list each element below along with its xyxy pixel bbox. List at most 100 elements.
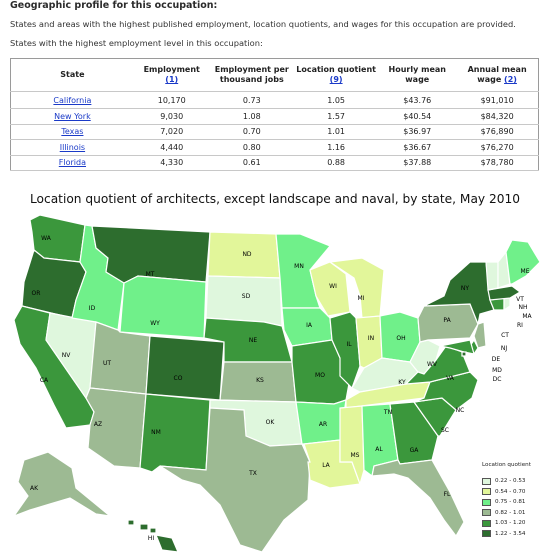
legend-swatch (482, 477, 491, 485)
legend-item: 0.22 - 0.53 (482, 476, 548, 487)
legend-item: 0.75 - 0.81 (482, 497, 548, 508)
label-ak: AK (30, 485, 39, 492)
label-mn: MN (294, 263, 304, 270)
label-mo: MO (315, 372, 325, 379)
label-al: AL (375, 446, 383, 453)
footnote-link-lq[interactable]: (9) (329, 75, 343, 84)
state-hi-islet-3[interactable] (149, 527, 157, 534)
legend-swatch (482, 530, 491, 538)
label-oh: OH (396, 335, 405, 342)
state-az[interactable] (85, 387, 147, 469)
footnote-link-annual[interactable]: (2) (504, 75, 517, 84)
cell-per-thousand: 0.80 (209, 139, 294, 156)
legend-label: 1.22 - 3.54 (495, 530, 526, 537)
label-nv: NV (62, 352, 71, 359)
label-ut: UT (103, 360, 111, 367)
table-row: California 10,170 0.73 1.05 $43.76 $91,0… (10, 91, 539, 109)
label-md: MD (492, 367, 502, 374)
state-dc[interactable] (461, 351, 467, 357)
table-header-row: State Employment (1) Employment per thou… (10, 58, 539, 92)
cell-hourly: $40.54 (378, 108, 457, 125)
label-il: IL (346, 341, 352, 348)
col-header-employment: Employment (1) (133, 58, 210, 92)
footnote-link-employment[interactable]: (1) (165, 75, 179, 84)
label-nd: ND (242, 251, 251, 258)
state-hi-islet-2[interactable] (139, 523, 149, 531)
label-tx: TX (248, 470, 257, 477)
state-labels: WA OR CA NV ID MT WY UT AZ CO NM ND SD N… (30, 235, 533, 542)
top-states-table: State Employment (1) Employment per thou… (10, 58, 539, 171)
cell-annual: $76,890 (456, 124, 539, 140)
legend-swatch (482, 488, 491, 496)
intro-subtext: States with the highest employment level… (10, 38, 263, 48)
col-header-lq-label: Location quotient (296, 65, 376, 74)
label-ok: OK (266, 419, 276, 426)
cell-annual: $78,780 (456, 155, 539, 171)
label-vt: VT (516, 296, 524, 303)
cell-employment: 4,440 (133, 139, 210, 156)
section-heading: Geographic profile for this occupation: (10, 0, 218, 11)
us-choropleth-map: WA OR CA NV ID MT WY UT AZ CO NM ND SD N… (12, 214, 541, 553)
state-ma[interactable] (487, 285, 522, 301)
label-va: VA (446, 375, 455, 382)
cell-state: California (10, 91, 134, 109)
legend-label: 0.54 - 0.70 (495, 488, 526, 495)
state-link[interactable]: Texas (61, 127, 84, 137)
col-header-lq: Location quotient (9) (293, 58, 379, 92)
state-co[interactable] (145, 335, 225, 401)
state-ak[interactable] (12, 451, 113, 518)
cell-lq: 1.16 (293, 139, 379, 156)
state-me[interactable] (505, 239, 541, 285)
label-nj: NJ (501, 345, 507, 352)
legend-label: 0.82 - 1.01 (495, 509, 526, 516)
cell-lq: 1.01 (293, 124, 379, 140)
state-md[interactable] (439, 339, 475, 355)
legend-swatch (482, 498, 491, 506)
state-tx[interactable] (159, 407, 311, 553)
table-row: Florida 4,330 0.61 0.88 $37.88 $78,780 (10, 155, 539, 171)
col-header-annual: Annual mean wage (2) (456, 58, 539, 92)
label-or: OR (32, 290, 41, 297)
state-link[interactable]: Florida (58, 158, 86, 168)
legend-item: 0.54 - 0.70 (482, 487, 548, 498)
label-wa: WA (41, 235, 52, 242)
cell-hourly: $37.88 (378, 155, 457, 171)
table-row: Illinois 4,440 0.80 1.16 $36.67 $76,270 (10, 139, 539, 156)
state-shapes (12, 214, 541, 553)
cell-employment: 4,330 (133, 155, 210, 171)
col-header-per-thousand: Employment per thousand jobs (209, 58, 294, 92)
state-wy[interactable] (119, 275, 207, 339)
state-vt[interactable] (485, 261, 499, 291)
state-link[interactable]: New York (54, 111, 91, 121)
cell-lq: 1.05 (293, 91, 379, 109)
state-ri[interactable] (503, 297, 511, 312)
cell-annual: $91,010 (456, 91, 539, 109)
state-nj[interactable] (473, 321, 487, 349)
legend-label: 0.22 - 0.53 (495, 478, 526, 485)
label-de: DE (492, 356, 501, 363)
label-ms: MS (351, 452, 360, 459)
label-ca: CA (40, 377, 49, 384)
label-ny: NY (461, 285, 469, 292)
state-link[interactable]: Illinois (59, 142, 86, 152)
col-header-annual-label: Annual mean wage (467, 65, 527, 84)
label-ky: KY (398, 379, 406, 386)
label-id: ID (89, 305, 96, 312)
map-legend: Location quotient 0.22 - 0.53 0.54 - 0.7… (482, 462, 548, 539)
cell-state: Illinois (10, 139, 134, 156)
label-co: CO (174, 375, 183, 382)
label-wv: WV (427, 361, 438, 368)
state-hi[interactable] (155, 534, 179, 553)
cell-state: Florida (10, 155, 134, 171)
legend-item: 1.03 - 1.20 (482, 518, 548, 529)
label-nc: NC (456, 407, 465, 414)
cell-per-thousand: 0.70 (209, 124, 294, 140)
legend-title: Location quotient (482, 462, 531, 468)
state-link[interactable]: California (53, 95, 92, 105)
label-tn: TN (383, 409, 392, 416)
state-fl[interactable] (371, 459, 465, 538)
label-ga: GA (410, 447, 420, 454)
label-ma: MA (522, 313, 532, 320)
label-dc: DC (493, 376, 502, 383)
state-hi-islet-1[interactable] (127, 519, 135, 526)
